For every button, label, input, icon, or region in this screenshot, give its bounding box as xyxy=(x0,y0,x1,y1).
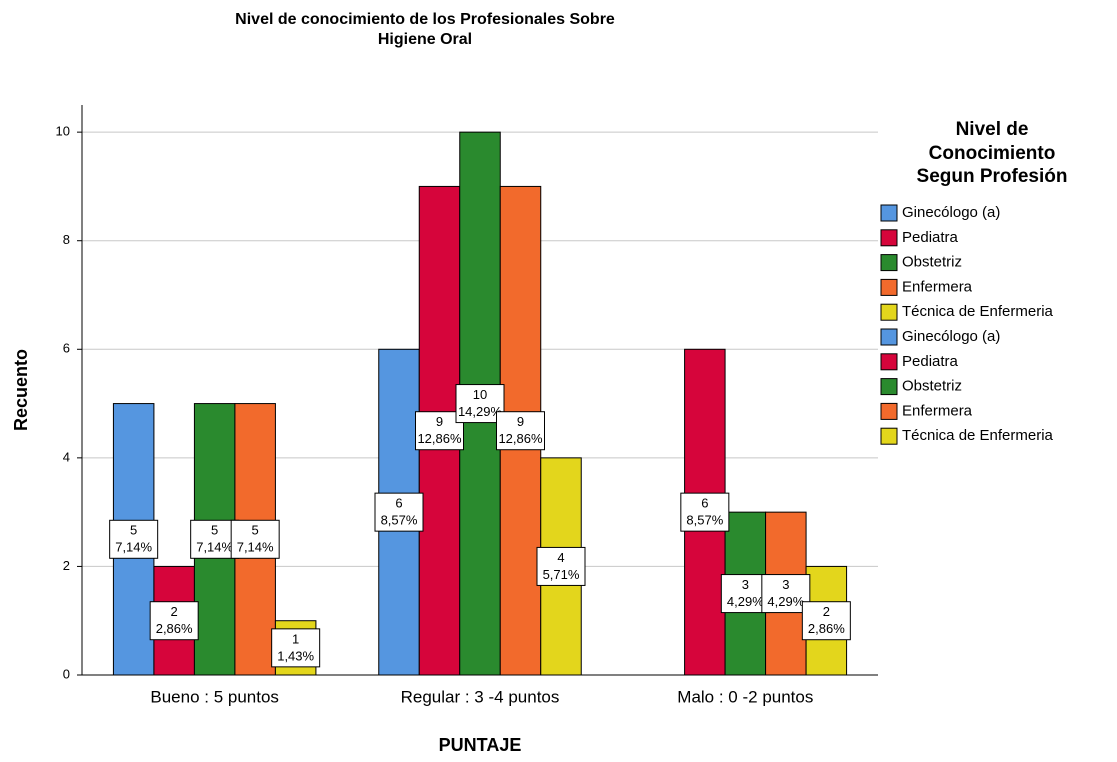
data-label-box xyxy=(801,601,851,641)
data-label-count: 10 xyxy=(473,387,487,402)
data-label: 9 12,86% xyxy=(415,411,464,451)
legend-label: Técnica de Enfermeria xyxy=(902,427,1054,444)
legend-swatch xyxy=(880,254,898,272)
data-label: 6 8,57% xyxy=(374,492,424,532)
chart-title: Higiene Oral xyxy=(378,31,472,48)
legend-swatch xyxy=(880,328,898,346)
data-label-percent: 2,86% xyxy=(156,621,193,636)
data-label: 6 8,57% xyxy=(680,492,730,532)
data-label-percent: 7,14% xyxy=(196,540,233,555)
legend-label: Ginecólogo (a) xyxy=(902,204,1000,221)
data-label-count: 5 xyxy=(130,523,137,538)
data-label-percent: 12,86% xyxy=(417,431,462,446)
legend-swatch xyxy=(880,204,898,222)
legend-title: Conocimiento xyxy=(929,143,1056,164)
data-label-box xyxy=(109,519,159,559)
data-label: 2 2,86% xyxy=(149,601,199,641)
data-label-count: 3 xyxy=(782,577,789,592)
data-label-count: 1 xyxy=(292,631,299,646)
data-label-percent: 12,86% xyxy=(498,431,543,446)
data-label-count: 9 xyxy=(436,414,443,429)
data-label: 9 12,86% xyxy=(496,411,545,451)
x-tick-label: Malo : 0 -2 puntos xyxy=(677,687,813,706)
data-label-percent: 4,29% xyxy=(767,594,804,609)
data-label-count: 3 xyxy=(742,577,749,592)
data-label-count: 9 xyxy=(517,414,524,429)
legend-label: Pediatra xyxy=(902,229,959,246)
x-tick-label: Bueno : 5 puntos xyxy=(150,687,279,706)
legend-label: Ginecólogo (a) xyxy=(902,328,1000,345)
data-label-count: 6 xyxy=(701,496,708,511)
y-tick-label: 4 xyxy=(63,449,70,464)
data-label-percent: 5,71% xyxy=(543,567,580,582)
legend-swatch xyxy=(880,303,898,321)
y-tick-label: 6 xyxy=(63,341,70,356)
data-label-percent: 8,57% xyxy=(686,513,723,528)
legend-label: Obstetriz xyxy=(902,378,962,395)
legend-swatch xyxy=(880,402,898,420)
data-label-count: 2 xyxy=(171,604,178,619)
data-label-count: 2 xyxy=(823,604,830,619)
y-tick-label: 0 xyxy=(63,666,70,681)
legend-label: Enfermera xyxy=(902,402,973,419)
y-tick-label: 2 xyxy=(63,558,70,573)
data-label: 4 5,71% xyxy=(536,546,586,586)
legend-swatch xyxy=(880,278,898,296)
legend-title: Nivel de xyxy=(956,119,1029,140)
data-label-box xyxy=(374,492,424,532)
data-label-percent: 1,43% xyxy=(277,648,314,663)
y-tick-label: 8 xyxy=(63,232,70,247)
data-label-box xyxy=(271,628,321,668)
data-label-box xyxy=(536,546,586,586)
data-label-percent: 7,14% xyxy=(115,540,152,555)
legend-label: Técnica de Enfermeria xyxy=(902,303,1054,320)
data-label: 5 7,14% xyxy=(109,519,159,559)
data-label-percent: 7,14% xyxy=(237,540,274,555)
data-label-box xyxy=(149,601,199,641)
legend-label: Enfermera xyxy=(902,278,973,295)
chart-title: Nivel de conocimiento de los Profesional… xyxy=(235,11,615,28)
data-label-box xyxy=(230,519,280,559)
data-label: 2 2,86% xyxy=(801,601,851,641)
data-label-percent: 8,57% xyxy=(381,513,418,528)
data-label-box xyxy=(680,492,730,532)
legend-title: Segun Profesión xyxy=(917,166,1068,187)
legend-swatch xyxy=(880,229,898,247)
legend-swatch xyxy=(880,353,898,371)
data-label-percent: 2,86% xyxy=(808,621,845,636)
data-label: 5 7,14% xyxy=(230,519,280,559)
legend-label: Obstetriz xyxy=(902,254,962,271)
data-label: 1 1,43% xyxy=(271,628,321,668)
data-label-count: 5 xyxy=(211,523,218,538)
data-label-count: 4 xyxy=(557,550,564,565)
y-axis-title: Recuento xyxy=(11,349,31,431)
legend-swatch xyxy=(880,378,898,396)
legend-swatch xyxy=(880,427,898,445)
data-label-count: 5 xyxy=(252,523,259,538)
x-tick-label: Regular : 3 -4 puntos xyxy=(401,687,560,706)
y-tick-label: 10 xyxy=(56,124,70,139)
data-label-percent: 4,29% xyxy=(727,594,764,609)
data-label-percent: 14,29% xyxy=(458,404,503,419)
data-label-box xyxy=(496,411,545,451)
data-label-count: 6 xyxy=(395,496,402,511)
legend-label: Pediatra xyxy=(902,353,959,370)
x-axis-title: PUNTAJE xyxy=(439,735,522,755)
